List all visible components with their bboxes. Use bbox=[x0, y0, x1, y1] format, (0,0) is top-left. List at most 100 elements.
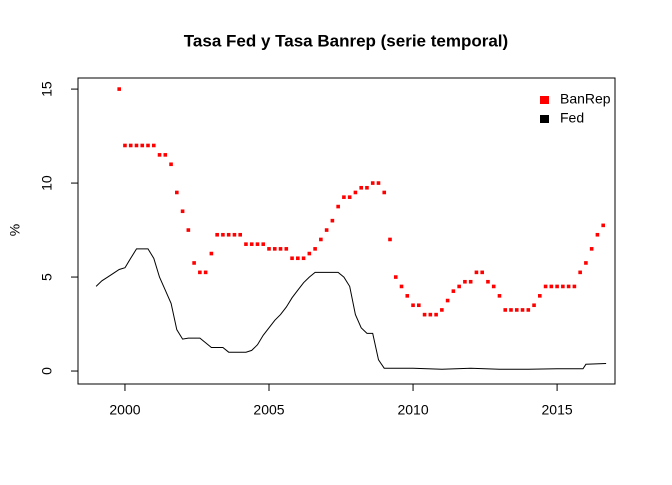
point bbox=[595, 232, 600, 237]
point bbox=[422, 312, 427, 317]
point bbox=[474, 270, 479, 275]
point bbox=[267, 247, 271, 251]
x-tick-label: 2005 bbox=[253, 402, 284, 418]
point bbox=[249, 242, 254, 246]
point bbox=[226, 232, 231, 237]
y-tick-label: 10 bbox=[39, 175, 55, 191]
point bbox=[399, 284, 404, 289]
point bbox=[428, 312, 433, 317]
point bbox=[198, 270, 202, 275]
point bbox=[514, 308, 519, 312]
point bbox=[296, 256, 300, 261]
point bbox=[203, 270, 208, 275]
point bbox=[238, 232, 242, 237]
point bbox=[509, 308, 513, 312]
point bbox=[572, 284, 577, 289]
point bbox=[457, 284, 461, 289]
point bbox=[347, 195, 352, 199]
point bbox=[284, 247, 289, 251]
point bbox=[445, 298, 450, 303]
point bbox=[497, 294, 502, 298]
point bbox=[486, 279, 490, 284]
point bbox=[538, 294, 542, 298]
point bbox=[244, 242, 248, 246]
point bbox=[503, 308, 508, 312]
point bbox=[221, 232, 225, 237]
point bbox=[324, 228, 329, 232]
chart-title: Tasa Fed y Tasa Banrep (serie temporal) bbox=[184, 31, 508, 50]
point bbox=[128, 143, 133, 148]
point bbox=[192, 261, 196, 265]
point bbox=[440, 308, 444, 312]
point bbox=[134, 143, 139, 148]
point bbox=[215, 232, 219, 237]
point bbox=[561, 284, 565, 289]
point bbox=[140, 143, 145, 148]
point bbox=[589, 247, 594, 251]
point bbox=[163, 153, 168, 157]
y-tick-label: 5 bbox=[39, 273, 55, 281]
y-tick-label: 0 bbox=[39, 367, 55, 375]
point bbox=[555, 284, 559, 289]
point bbox=[157, 153, 162, 157]
point bbox=[526, 308, 531, 312]
point bbox=[209, 251, 214, 256]
point bbox=[146, 143, 150, 148]
point bbox=[376, 181, 381, 185]
point bbox=[307, 251, 312, 256]
point bbox=[480, 270, 484, 275]
point bbox=[232, 232, 237, 237]
point bbox=[272, 247, 277, 251]
point bbox=[388, 237, 392, 242]
point bbox=[532, 303, 536, 308]
x-tick-label: 2010 bbox=[397, 402, 428, 418]
y-tick-label: 15 bbox=[39, 81, 55, 97]
point bbox=[342, 195, 346, 199]
point bbox=[365, 185, 369, 190]
point bbox=[319, 237, 323, 242]
point bbox=[313, 247, 317, 251]
x-tick-label: 2015 bbox=[542, 402, 573, 418]
point bbox=[468, 279, 473, 284]
x-tick-label: 2000 bbox=[109, 402, 140, 418]
point bbox=[359, 185, 363, 190]
y-axis-label: % bbox=[7, 224, 23, 236]
point bbox=[520, 308, 525, 312]
line bbox=[95, 248, 607, 370]
point bbox=[261, 242, 266, 246]
point bbox=[405, 294, 410, 298]
point bbox=[353, 190, 358, 195]
legend-label: Fed bbox=[560, 110, 584, 126]
point bbox=[169, 162, 173, 167]
point bbox=[117, 87, 121, 91]
point bbox=[123, 143, 127, 148]
point bbox=[301, 256, 306, 261]
point bbox=[186, 228, 191, 232]
point bbox=[278, 247, 283, 251]
point bbox=[584, 261, 588, 265]
legend-swatch bbox=[540, 96, 549, 104]
point bbox=[290, 256, 294, 261]
legend-swatch bbox=[540, 115, 549, 123]
plot-frame bbox=[77, 77, 616, 385]
point bbox=[566, 284, 571, 289]
point bbox=[578, 270, 582, 275]
point bbox=[601, 223, 605, 228]
point bbox=[491, 284, 496, 289]
point bbox=[543, 284, 548, 289]
point bbox=[180, 209, 185, 214]
point bbox=[336, 204, 340, 209]
point bbox=[411, 303, 415, 308]
point bbox=[417, 303, 421, 308]
point bbox=[330, 218, 335, 223]
point bbox=[434, 312, 438, 317]
point bbox=[463, 279, 467, 284]
legend-label: BanRep bbox=[560, 91, 611, 107]
point bbox=[451, 289, 456, 293]
point bbox=[151, 143, 156, 148]
point bbox=[370, 181, 375, 185]
point bbox=[175, 190, 179, 195]
point bbox=[393, 275, 398, 279]
